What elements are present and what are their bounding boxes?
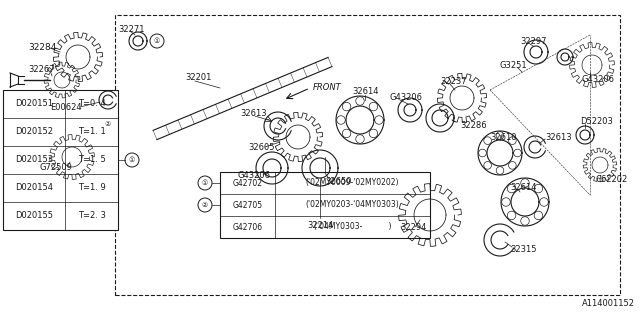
Text: G43206: G43206 (238, 171, 271, 180)
Text: 32315: 32315 (510, 245, 536, 254)
Text: D020154: D020154 (15, 183, 53, 193)
Text: ②: ② (202, 202, 208, 208)
Text: T=1. 9: T=1. 9 (77, 183, 106, 193)
Text: T=0. 4: T=0. 4 (77, 100, 106, 108)
Text: T=1. 5: T=1. 5 (77, 156, 106, 164)
Text: ('02MY0009-'02MY0202): ('02MY0009-'02MY0202) (306, 179, 399, 188)
Text: 32294: 32294 (400, 223, 426, 233)
Text: A114001152: A114001152 (582, 299, 635, 308)
Bar (220, 172, 430, 238)
Text: G42702: G42702 (232, 179, 262, 188)
Text: ('02MY0203-'04MY0303): ('02MY0203-'04MY0303) (306, 201, 399, 210)
Text: 32613: 32613 (545, 132, 572, 141)
Text: ('04MY0303-           ): ('04MY0303- ) (314, 222, 391, 231)
Text: 32614: 32614 (352, 87, 378, 97)
Text: ①: ① (202, 180, 208, 186)
Text: C62202: C62202 (595, 175, 627, 185)
Text: G43206: G43206 (582, 76, 615, 84)
Text: ①: ① (154, 38, 160, 44)
Text: E00624: E00624 (50, 102, 82, 111)
Text: 32286: 32286 (460, 121, 486, 130)
Text: 32297: 32297 (520, 36, 547, 45)
Text: G3251: G3251 (500, 60, 527, 69)
Text: T=1. 1: T=1. 1 (77, 127, 106, 137)
Text: 32613: 32613 (240, 109, 267, 118)
Text: 32237: 32237 (440, 77, 467, 86)
Text: 32610: 32610 (490, 133, 516, 142)
Text: 32650: 32650 (325, 178, 351, 187)
Bar (115, 15, 620, 295)
Text: D020153: D020153 (15, 156, 53, 164)
Text: FRONT: FRONT (313, 84, 342, 92)
Text: D020151: D020151 (15, 100, 53, 108)
Text: G72509: G72509 (40, 164, 73, 172)
Text: 32214: 32214 (307, 220, 333, 229)
Text: ①: ① (129, 157, 135, 163)
Text: 32284: 32284 (28, 44, 56, 52)
Text: 32614: 32614 (510, 182, 536, 191)
Text: G42706: G42706 (232, 222, 262, 231)
Text: 32605: 32605 (248, 143, 275, 153)
Text: D020155: D020155 (15, 212, 53, 220)
Text: G43206: G43206 (390, 93, 423, 102)
Text: D020152: D020152 (15, 127, 53, 137)
Text: 32267: 32267 (28, 66, 54, 75)
Text: ②: ② (105, 121, 111, 127)
Text: G42705: G42705 (232, 201, 262, 210)
Text: 32201: 32201 (185, 74, 211, 83)
Text: D52203: D52203 (580, 117, 613, 126)
Text: 32271: 32271 (118, 25, 145, 34)
Bar (3, 90, 118, 230)
Text: T=2. 3: T=2. 3 (77, 212, 106, 220)
